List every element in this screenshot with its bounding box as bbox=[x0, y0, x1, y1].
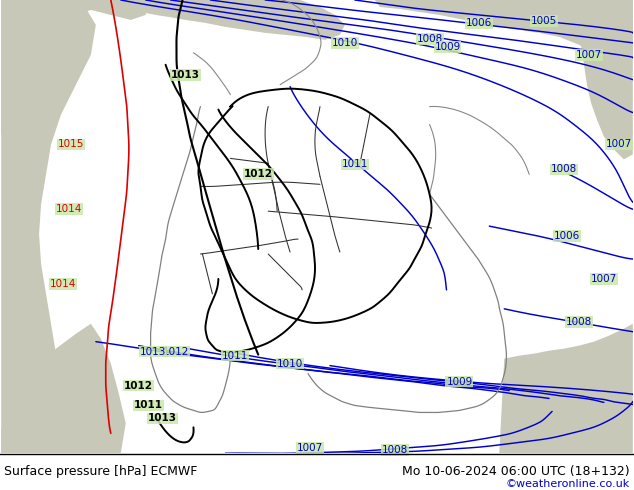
Polygon shape bbox=[1, 324, 126, 453]
Text: 1007: 1007 bbox=[591, 274, 617, 284]
Text: 1007: 1007 bbox=[576, 50, 602, 60]
Text: 1008: 1008 bbox=[382, 445, 408, 455]
Text: 1014: 1014 bbox=[50, 279, 76, 289]
Polygon shape bbox=[141, 0, 345, 40]
Text: 1013: 1013 bbox=[139, 346, 166, 357]
Text: Surface pressure [hPa] ECMWF: Surface pressure [hPa] ECMWF bbox=[4, 465, 197, 478]
Text: 1015: 1015 bbox=[58, 140, 84, 149]
Text: 1009: 1009 bbox=[434, 42, 461, 52]
Text: 1010: 1010 bbox=[277, 359, 303, 368]
Text: 1013: 1013 bbox=[148, 414, 177, 423]
Text: 1011: 1011 bbox=[134, 400, 163, 411]
Text: 1010: 1010 bbox=[332, 38, 358, 48]
Text: 1011: 1011 bbox=[342, 159, 368, 170]
Text: 1006: 1006 bbox=[554, 231, 580, 241]
Text: 1013: 1013 bbox=[171, 70, 200, 80]
Text: 1012: 1012 bbox=[162, 346, 189, 357]
Text: 1008: 1008 bbox=[566, 317, 592, 327]
Text: Mo 10-06-2024 06:00 UTC (18+132): Mo 10-06-2024 06:00 UTC (18+132) bbox=[403, 465, 630, 478]
Polygon shape bbox=[1, 0, 96, 453]
Polygon shape bbox=[500, 324, 633, 453]
Text: 1007: 1007 bbox=[297, 443, 323, 453]
Text: 1008: 1008 bbox=[417, 34, 443, 44]
Text: 1007: 1007 bbox=[605, 140, 632, 149]
Text: 1005: 1005 bbox=[531, 16, 557, 26]
Text: 1009: 1009 bbox=[446, 376, 472, 387]
Polygon shape bbox=[375, 0, 633, 60]
Text: 1011: 1011 bbox=[222, 351, 249, 361]
Text: 1008: 1008 bbox=[551, 164, 577, 174]
Polygon shape bbox=[1, 0, 151, 134]
Text: 1014: 1014 bbox=[56, 204, 82, 214]
Polygon shape bbox=[577, 0, 633, 159]
Text: 1006: 1006 bbox=[466, 18, 493, 28]
Text: 1012: 1012 bbox=[243, 170, 273, 179]
Text: ©weatheronline.co.uk: ©weatheronline.co.uk bbox=[506, 479, 630, 489]
Text: 1012: 1012 bbox=[124, 381, 153, 391]
